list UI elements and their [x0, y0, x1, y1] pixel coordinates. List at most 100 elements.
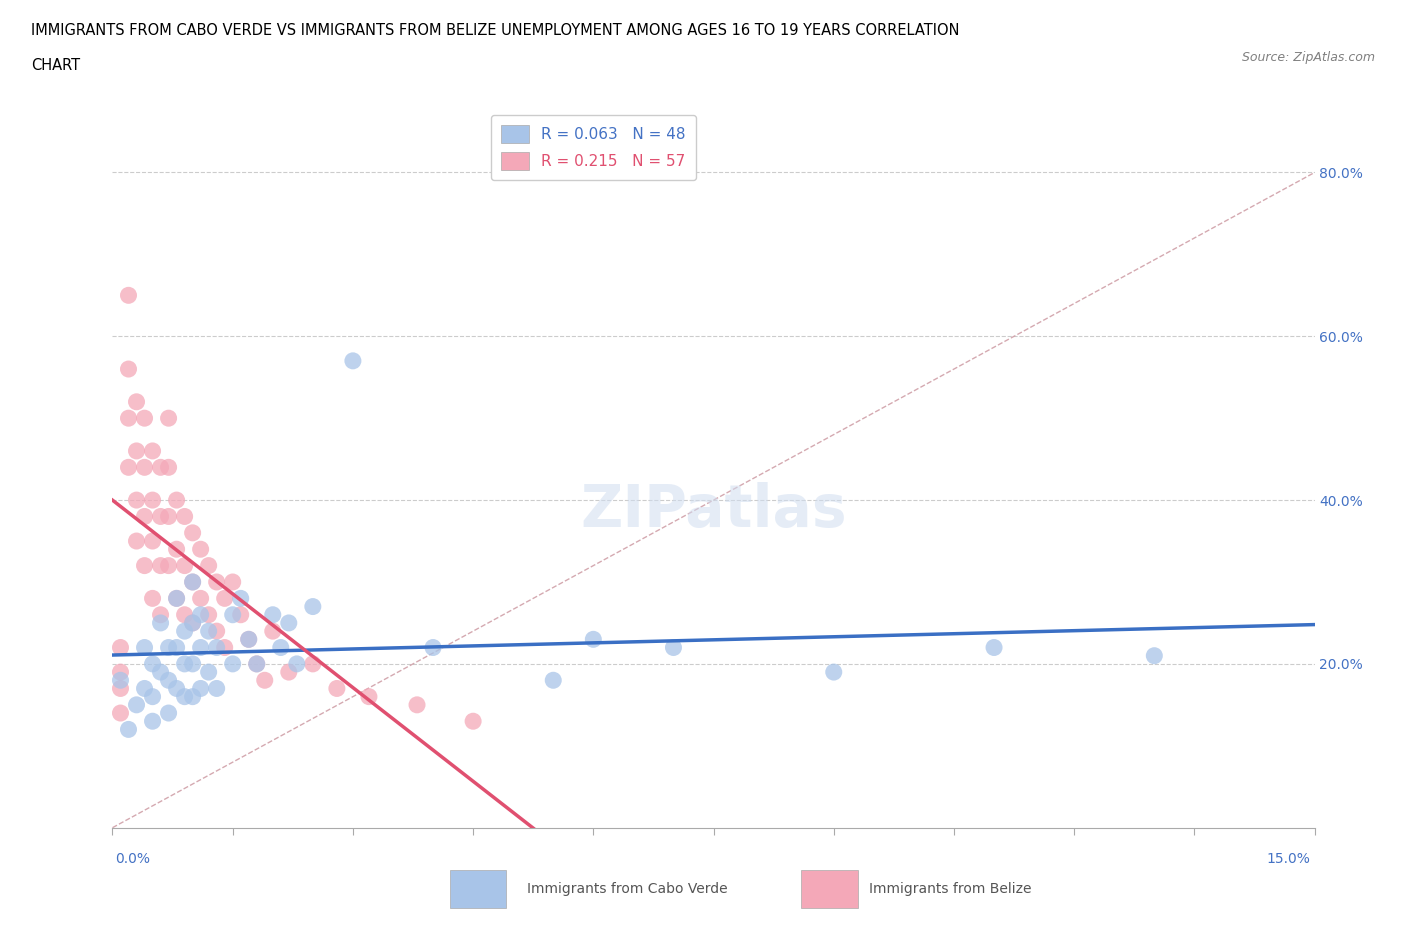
Point [214, 640, 236, 655]
Point [157, 640, 180, 655]
Point [173, 624, 195, 639]
Point [157, 460, 180, 474]
Point [110, 706, 132, 721]
Point [205, 640, 228, 655]
Point [246, 657, 269, 671]
Point [222, 607, 245, 622]
Point [117, 362, 139, 377]
Point [110, 665, 132, 680]
Point [166, 681, 188, 696]
Text: Source: ZipAtlas.com: Source: ZipAtlas.com [1241, 51, 1375, 64]
Point [1143, 648, 1166, 663]
Point [166, 493, 188, 508]
Legend: R = 0.063   N = 48, R = 0.215   N = 57: R = 0.063 N = 48, R = 0.215 N = 57 [491, 114, 696, 180]
Point [166, 591, 188, 605]
Point [285, 657, 308, 671]
Point [190, 607, 212, 622]
Point [157, 509, 180, 524]
Point [173, 558, 195, 573]
Point [197, 665, 219, 680]
Point [197, 624, 219, 639]
Point [141, 591, 163, 605]
Point [157, 706, 180, 721]
Point [149, 460, 172, 474]
Point [134, 460, 156, 474]
Point [149, 616, 172, 631]
Point [190, 640, 212, 655]
Point [110, 672, 132, 687]
Point [461, 714, 484, 729]
Point [157, 411, 180, 426]
Point [181, 616, 204, 631]
Point [277, 665, 299, 680]
Text: 0.0%: 0.0% [115, 852, 150, 866]
Point [238, 631, 260, 646]
Point [141, 689, 163, 704]
Point [149, 509, 172, 524]
Text: ZIPatlas: ZIPatlas [581, 482, 846, 539]
Point [190, 542, 212, 557]
Point [270, 640, 292, 655]
Point [181, 525, 204, 540]
Text: CHART: CHART [31, 58, 80, 73]
Point [277, 616, 299, 631]
Point [582, 631, 605, 646]
Point [238, 631, 260, 646]
Point [125, 394, 148, 409]
Point [357, 689, 380, 704]
Text: 15.0%: 15.0% [1267, 852, 1310, 866]
Point [166, 591, 188, 605]
FancyBboxPatch shape [801, 870, 858, 908]
Point [181, 689, 204, 704]
Point [543, 672, 565, 687]
Text: IMMIGRANTS FROM CABO VERDE VS IMMIGRANTS FROM BELIZE UNEMPLOYMENT AMONG AGES 16 : IMMIGRANTS FROM CABO VERDE VS IMMIGRANTS… [31, 23, 959, 38]
Point [662, 640, 685, 655]
Point [181, 616, 204, 631]
Point [166, 542, 188, 557]
Point [125, 534, 148, 549]
Point [173, 607, 195, 622]
Point [222, 657, 245, 671]
Point [342, 353, 364, 368]
Point [141, 493, 163, 508]
Point [117, 460, 139, 474]
Point [181, 575, 204, 590]
Point [983, 640, 1005, 655]
Point [166, 640, 188, 655]
Point [302, 599, 325, 614]
Point [197, 607, 219, 622]
Text: Immigrants from Belize: Immigrants from Belize [869, 882, 1032, 897]
Point [125, 444, 148, 458]
Point [190, 681, 212, 696]
Point [422, 640, 444, 655]
Text: Immigrants from Cabo Verde: Immigrants from Cabo Verde [527, 882, 728, 897]
Point [157, 558, 180, 573]
Point [214, 591, 236, 605]
Point [117, 288, 139, 303]
Point [149, 607, 172, 622]
Point [181, 575, 204, 590]
Point [134, 681, 156, 696]
Point [134, 411, 156, 426]
Point [149, 558, 172, 573]
Point [117, 411, 139, 426]
Point [134, 558, 156, 573]
Point [173, 689, 195, 704]
Point [406, 698, 429, 712]
Point [125, 698, 148, 712]
Point [246, 657, 269, 671]
Point [125, 493, 148, 508]
Point [141, 714, 163, 729]
Point [134, 640, 156, 655]
Point [222, 575, 245, 590]
Point [823, 665, 845, 680]
Point [149, 665, 172, 680]
Point [229, 591, 252, 605]
Point [302, 657, 325, 671]
Point [190, 591, 212, 605]
Point [262, 607, 284, 622]
Point [110, 681, 132, 696]
Point [173, 657, 195, 671]
Point [229, 607, 252, 622]
Point [173, 509, 195, 524]
